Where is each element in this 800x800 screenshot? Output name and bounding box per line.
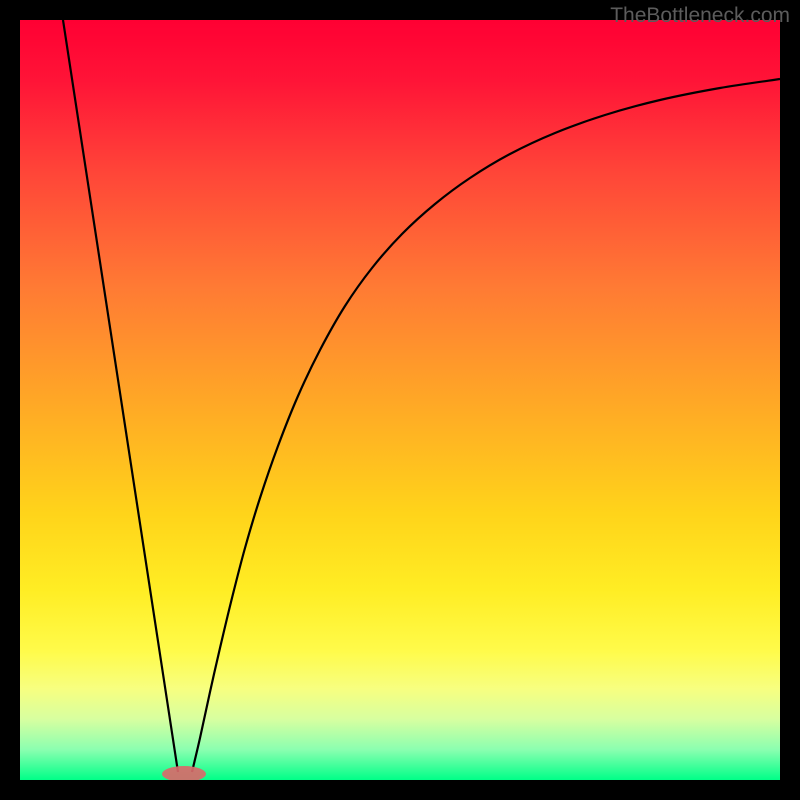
optimum-marker bbox=[162, 766, 206, 782]
chart-container: TheBottleneck.com bbox=[0, 0, 800, 800]
gradient-background bbox=[20, 20, 780, 780]
bottleneck-chart bbox=[0, 0, 800, 800]
watermark-text: TheBottleneck.com bbox=[610, 4, 790, 28]
